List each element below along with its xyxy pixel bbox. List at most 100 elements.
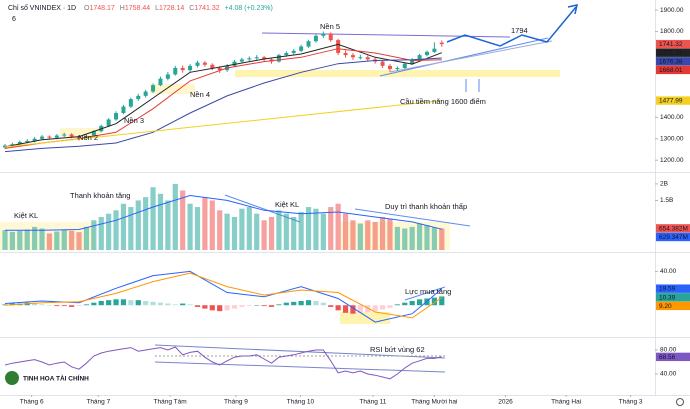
volume-bar (342, 213, 349, 250)
histogram-bar (305, 300, 312, 306)
candle-body (128, 99, 133, 107)
volume-bar (113, 210, 119, 250)
line (4, 57, 442, 153)
price-badge-label: 629.347M (659, 234, 688, 241)
candle-body (350, 55, 355, 58)
price-badge-label: 654.382M (659, 225, 688, 232)
histogram-bar (335, 305, 341, 311)
price-badge (656, 224, 690, 233)
histogram-bar (328, 305, 334, 307)
histogram-bar (83, 304, 90, 306)
volume-bar (54, 231, 60, 250)
histogram-bar (231, 305, 238, 309)
low-value: 1728.14 (159, 5, 184, 12)
annotation: Kiệt KL (275, 200, 299, 209)
x-tick-label: Tháng 11 (359, 399, 386, 406)
histogram-bar (283, 302, 289, 306)
y-tick-label: 1300.00 (660, 135, 684, 142)
volume-bar (61, 229, 67, 250)
volume-bar (320, 213, 326, 250)
candle-body (313, 35, 318, 42)
support-zone (235, 70, 560, 77)
candle-body (343, 52, 348, 56)
candle-body (40, 136, 45, 139)
volume-bar (439, 228, 445, 250)
histogram-bar (106, 300, 112, 306)
candle-body (210, 64, 215, 68)
x-tick-label: Tháng 6 (20, 399, 44, 406)
histogram-bar (350, 305, 356, 314)
settings-icon[interactable] (676, 398, 684, 406)
volume-bar (209, 200, 215, 250)
histogram-bar (180, 303, 186, 306)
candle-body (143, 91, 148, 96)
volume-bar (239, 208, 245, 250)
candle-body (395, 67, 400, 70)
histogram-bar (439, 296, 445, 306)
candle-body (62, 134, 67, 136)
histogram-bar (165, 303, 171, 306)
volume-bar (24, 229, 30, 250)
volume-bar (431, 227, 437, 250)
trend-line (379, 37, 549, 77)
candle-body (262, 57, 267, 60)
x-tick-label: Tháng 10 (287, 399, 315, 406)
x-tick-label: Tháng Hai (551, 399, 581, 406)
histogram-bar (39, 304, 45, 306)
volume-bar (9, 231, 16, 250)
candle-body (402, 63, 407, 68)
candle-body (25, 140, 30, 142)
volume-bar (394, 226, 400, 250)
ohlc-label: O (84, 5, 90, 12)
volume-bar (98, 216, 104, 250)
histogram-bar (143, 301, 149, 306)
y-tick-label: 1900.00 (660, 7, 684, 14)
histogram-bar (320, 302, 326, 306)
price-badge-label: 9.20 (659, 303, 672, 310)
y-tick-label: 1.5B (660, 197, 673, 204)
volume-trend (354, 208, 471, 227)
trend-line (389, 40, 553, 73)
histogram-bar (187, 304, 193, 306)
y-tick-label: 1400.00 (660, 114, 684, 121)
candle-body (299, 46, 304, 51)
candle-body (195, 62, 200, 66)
volume-bar (357, 223, 363, 250)
x-tick-label: Tháng Mười hai (411, 399, 457, 406)
line (4, 272, 443, 319)
volume-bar (254, 213, 260, 250)
volume-bar (283, 213, 289, 250)
y-tick-label: 40.00 (660, 268, 677, 275)
candle-body (417, 55, 422, 60)
x-tick-label: Tháng 9 (224, 399, 248, 406)
annotation: 1794 (511, 26, 528, 35)
histogram-bar (172, 304, 178, 306)
volume-bar (83, 226, 90, 250)
x-tick-label: Tháng 3 (619, 399, 643, 406)
price-badge (656, 39, 690, 49)
volume-bar (268, 216, 275, 250)
candle-body (180, 67, 185, 71)
price-badge (656, 293, 690, 302)
line (4, 346, 442, 380)
price-badge-label: 1701.31 (659, 50, 683, 57)
price-badge-label: 1477.99 (659, 98, 683, 105)
price-badge-label: 68.56 (659, 354, 676, 361)
volume-bar (128, 207, 134, 250)
base-zone (60, 128, 100, 138)
histogram-bar (298, 301, 304, 306)
x-tick-label: Tháng Tám (154, 399, 187, 406)
histogram-bar (239, 305, 245, 307)
indicator-count[interactable]: 6 (12, 16, 16, 23)
price-badge (656, 284, 690, 293)
volume-bar (202, 197, 208, 250)
histogram-bar (313, 301, 319, 306)
histogram-bar (379, 305, 386, 310)
y-tick-label: 1200.00 (660, 157, 684, 164)
histogram-bar (120, 299, 127, 306)
candle-body (173, 67, 178, 75)
histogram-bar (409, 301, 415, 306)
volume-bar (409, 226, 415, 250)
